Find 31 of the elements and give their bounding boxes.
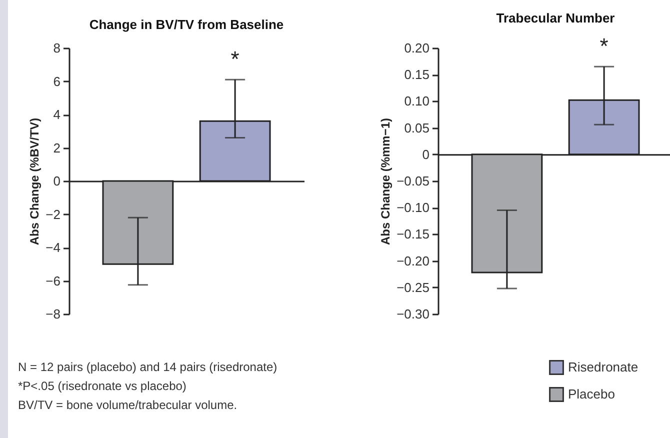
text: *P<.05 (risedronate vs placebo) [18,378,188,395]
y-tick-label: 0.10 [404,94,430,109]
y-tick-label: 0.15 [404,67,430,82]
annotation: * [230,46,240,72]
y-tick-label: −0.05 [396,174,430,188]
y-tick-label: −0.20 [396,253,430,268]
y-tick-label: 0 [422,146,430,162]
y-tick-label: −0.30 [396,306,430,322]
y-tick-label: −8 [46,306,60,322]
y-tick-label: 0.05 [404,120,430,136]
y-tick-label: 2 [53,140,60,156]
y-tick-label: −2 [46,206,60,222]
y-tick-label: 8 [53,40,60,56]
y-tick-label: 4 [53,107,60,122]
chart-title: Trabecular Number [496,10,615,26]
legend-label: Placebo [568,386,615,402]
y-axis-title: Abs Change (%mm−1) [378,118,393,246]
annotation: * [600,34,609,59]
y-axis-title: Abs Change (%BV/TV) [28,118,42,246]
y-tick-label: −6 [46,273,60,288]
y-tick-label: 0.20 [404,40,430,56]
y-tick-label: 0 [53,174,60,188]
legend-label: Risedronate [568,360,638,374]
y-tick-label: −0.10 [396,200,430,216]
chart-title: Change in BV/TV from Baseline [89,17,284,32]
y-tick-label: −0.15 [396,226,430,242]
text: N = 12 pairs (placebo) and 14 pairs (risedronate) [18,359,278,376]
y-tick-label: 6 [53,74,60,89]
y-tick-label: −0.25 [396,280,430,295]
text: BV/TV = bone volume/trabecular volume. [18,397,238,414]
y-tick-label: −4 [46,240,60,255]
